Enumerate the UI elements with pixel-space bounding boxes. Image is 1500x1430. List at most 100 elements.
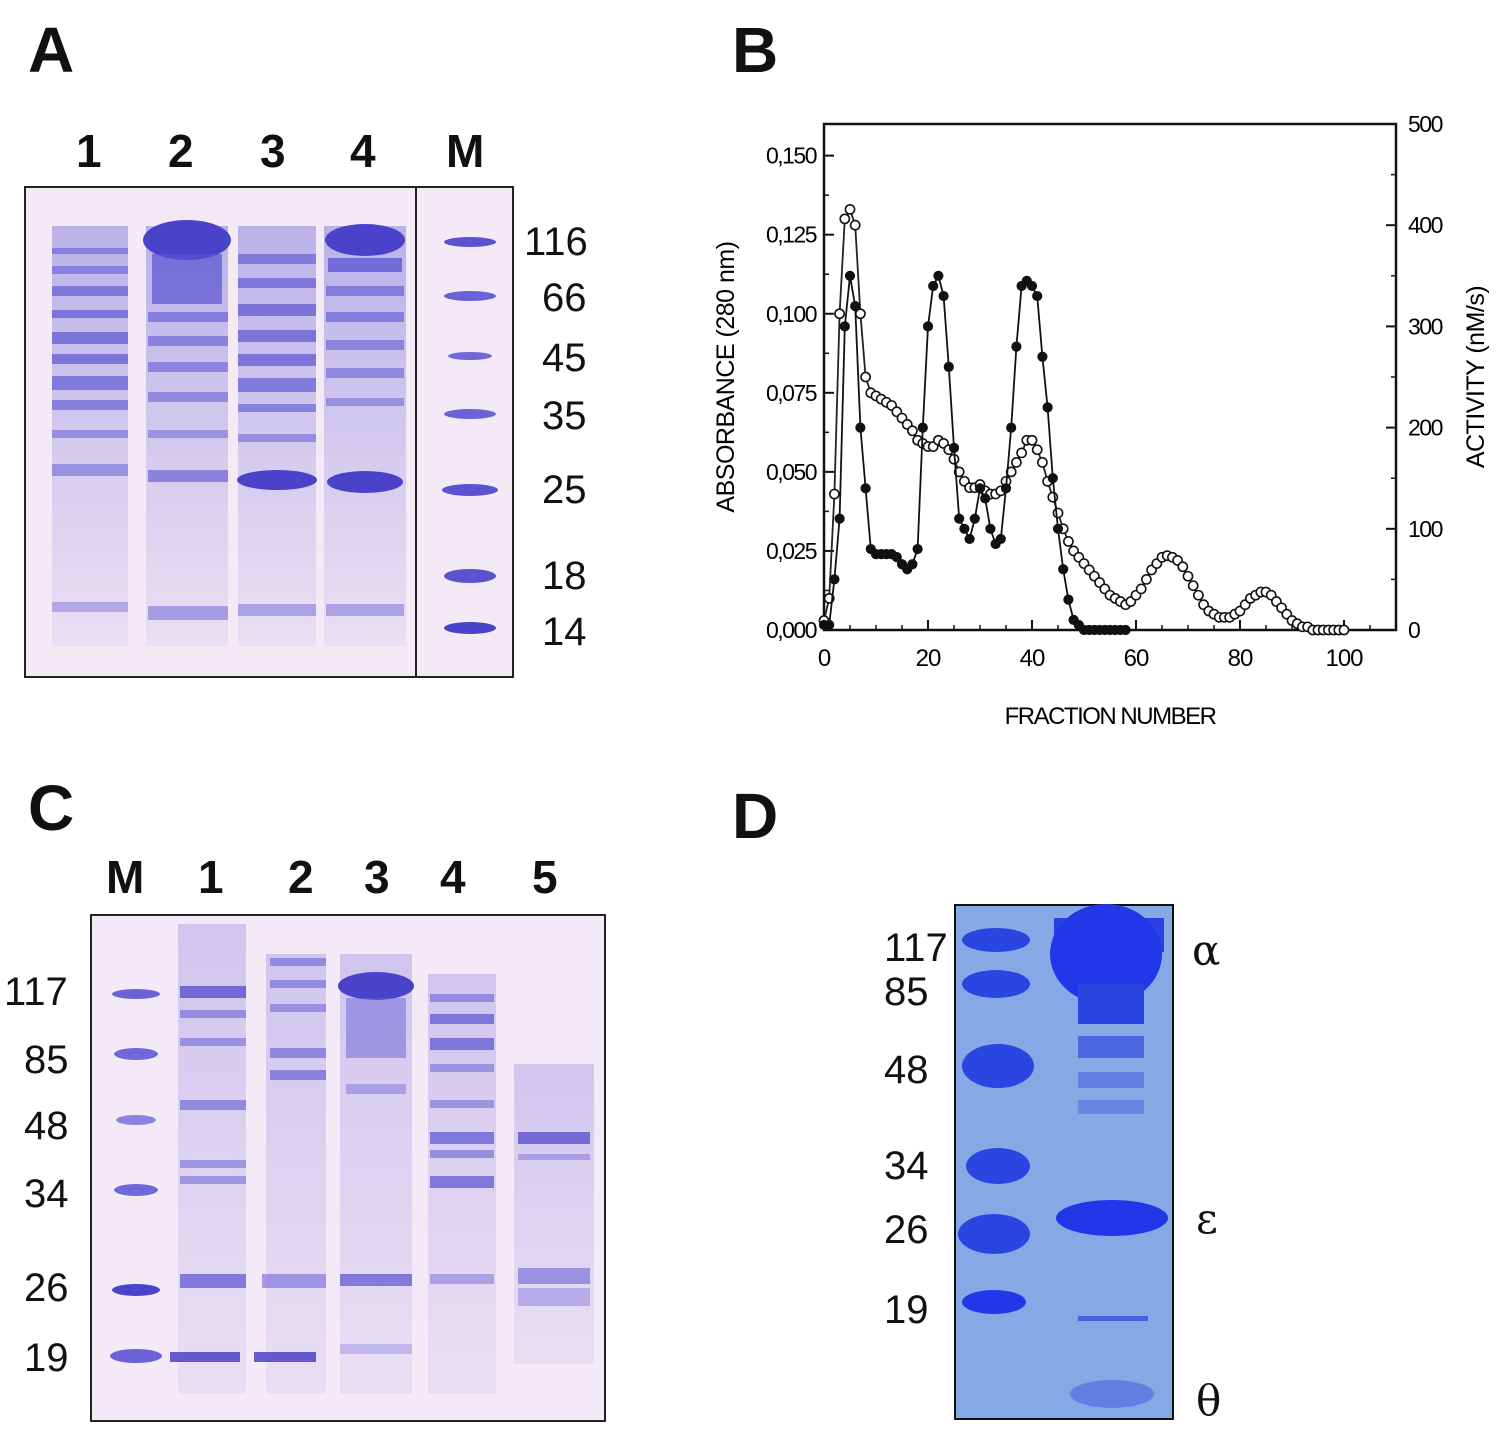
absorbance-point: [844, 203, 856, 215]
activity-point: [1000, 483, 1012, 494]
activity-point: [943, 361, 954, 372]
absorbance-point: [906, 425, 918, 437]
gel-a-lane-3: [237, 226, 317, 646]
panel-c-lane-label: 1: [198, 851, 224, 903]
activity-point: [834, 513, 845, 524]
y-axis-label: ABSORBANCE (280 nm): [712, 241, 740, 512]
y2-tick-label: 300: [1408, 313, 1443, 339]
panel-c-marker: 117: [4, 970, 68, 1014]
activity-point: [860, 483, 871, 494]
activity-point: [1042, 402, 1053, 413]
gel-d-marker-lane: [958, 928, 1034, 1314]
subunit-label: θ: [1196, 1376, 1222, 1425]
subunit-label: ε: [1196, 1194, 1218, 1243]
x-tick-label: 100: [1325, 645, 1363, 672]
y2-tick-label: 400: [1408, 212, 1443, 238]
gel-c-lane-4: [428, 974, 496, 1394]
activity-point: [922, 321, 934, 332]
panel-c-marker: 85: [24, 1038, 69, 1082]
gel-d-sample-lane: [1050, 904, 1168, 1408]
panel-c-lane-label: 3: [364, 851, 390, 903]
panel-a-marker: 18: [542, 554, 587, 598]
panel-d-marker: 26: [884, 1208, 929, 1252]
activity-point: [954, 513, 965, 524]
y-tick-label: 0,100: [766, 301, 817, 327]
activity-point: [1006, 422, 1017, 433]
absorbance-point: [953, 466, 965, 478]
activity-point: [964, 533, 975, 545]
activity-point: [1032, 290, 1043, 302]
panel-c-lane-label: 5: [532, 851, 558, 903]
absorbance-point: [839, 213, 851, 225]
absorbance-point: [1338, 624, 1350, 636]
activity-point: [917, 422, 928, 433]
activity-point: [839, 321, 850, 332]
x-tick-label: 60: [1124, 645, 1149, 672]
panel-d-marker: 48: [884, 1048, 929, 1092]
absorbance-point: [1192, 589, 1204, 601]
activity-point: [844, 270, 856, 281]
plot-frame: [822, 122, 1398, 632]
gel-a-lane-2: [143, 220, 231, 646]
panel-c-lane-label: 2: [288, 851, 314, 903]
y-tick-label: 0,025: [766, 538, 817, 564]
absorbance-point: [1026, 434, 1038, 446]
gel-d: [954, 904, 1174, 1420]
fraction-chart: 0 20 40 60 80 100 0,000 0,025 0,050 0,075 0,100 0,…: [712, 111, 1490, 730]
gel-c-lane-2: [254, 954, 326, 1394]
activity-point: [933, 270, 944, 281]
activity-point: [980, 493, 991, 504]
activity-point: [1052, 523, 1064, 534]
y2-axis-label: ACTIVITY (nM/s): [1462, 286, 1490, 468]
activity-point: [1037, 351, 1048, 362]
gel-c: [90, 914, 606, 1422]
x-axis-label: FRACTION NUMBER: [1005, 703, 1217, 730]
panel-c-marker: 48: [24, 1104, 69, 1148]
absorbance-point: [1062, 536, 1074, 547]
panel-c-marker: 19: [24, 1336, 69, 1380]
absorbance-point: [1036, 456, 1048, 468]
absorbance-point: [849, 219, 861, 231]
absorbance-point: [1016, 447, 1027, 459]
gel-a: [24, 186, 514, 678]
absorbance-point: [1177, 561, 1189, 573]
gel-a-marker-lane: [442, 237, 498, 634]
activity-point: [850, 301, 861, 312]
panel-a-marker: 45: [542, 336, 587, 380]
activity-point: [829, 574, 840, 585]
panel-d-marker: 85: [884, 970, 929, 1014]
absorbance-point: [834, 308, 845, 320]
panel-a-lane-label: 1: [76, 125, 102, 177]
y2-tick-label: 500: [1408, 111, 1443, 137]
activity-line: [824, 273, 1126, 631]
absorbance-point: [1052, 507, 1064, 519]
absorbance-point: [1010, 456, 1022, 468]
panel-a-marker: 66: [542, 276, 587, 320]
panel-a-marker: 25: [542, 468, 587, 512]
panel-a-marker: 116: [524, 220, 588, 264]
absorbance-point: [1047, 491, 1059, 503]
absorbance-point: [860, 371, 871, 383]
panel-b-label: B: [732, 14, 779, 86]
panel-a-lane-label: M: [446, 125, 485, 177]
activity-point: [1011, 341, 1022, 352]
y-tick-label: 0,000: [766, 617, 817, 643]
panel-a-marker: 35: [542, 394, 587, 438]
activity-point: [1063, 594, 1074, 605]
panel-d-label: D: [732, 780, 779, 852]
activity-point: [912, 543, 923, 555]
x-tick-label: 20: [916, 645, 941, 672]
activity-point: [891, 552, 902, 563]
absorbance-point: [1140, 573, 1152, 585]
gel-c-lane-1: [170, 924, 246, 1394]
activity-point: [948, 442, 960, 453]
activity-point: [974, 483, 986, 494]
absorbance-point: [1182, 570, 1194, 582]
absorbance-point: [1187, 580, 1199, 592]
activity-point: [1120, 624, 1131, 636]
panel-d-marker: 117: [884, 926, 948, 970]
absorbance-point: [1135, 583, 1147, 595]
absorbance-point: [1031, 444, 1043, 456]
activity-point: [1058, 564, 1069, 575]
y2-tick-label: 0: [1408, 617, 1420, 643]
